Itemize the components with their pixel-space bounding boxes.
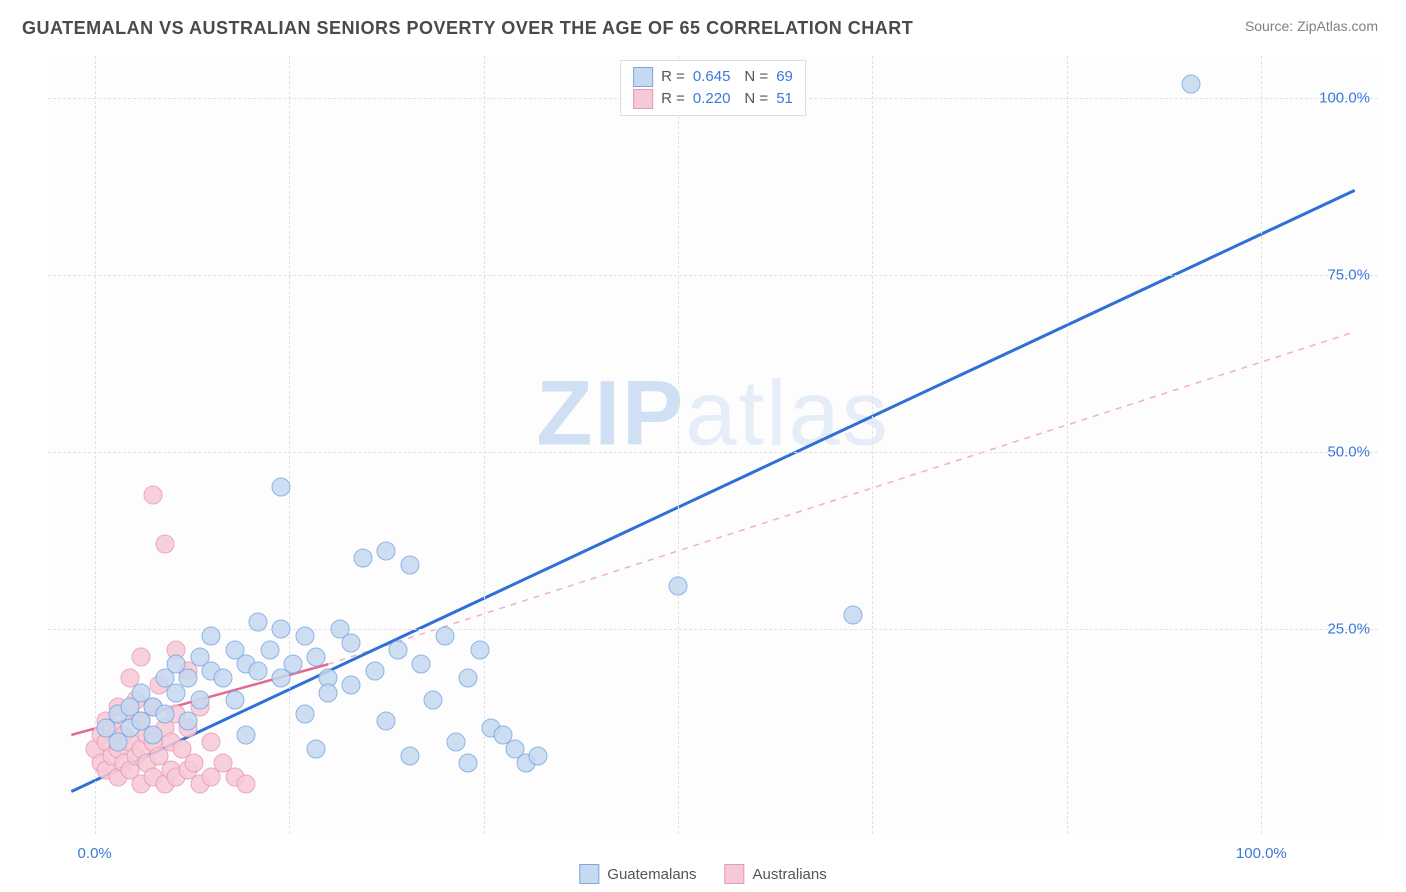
data-point [447, 733, 466, 752]
n-value: 51 [776, 88, 793, 110]
data-point [272, 619, 291, 638]
legend-swatch [633, 89, 653, 109]
r-value: 0.645 [693, 66, 731, 88]
data-point [184, 754, 203, 773]
y-tick-label: 25.0% [1327, 620, 1370, 637]
data-point [354, 549, 373, 568]
data-point [424, 690, 443, 709]
x-tick-label: 0.0% [78, 845, 112, 862]
data-point [1182, 75, 1201, 94]
n-label: N = [744, 88, 768, 110]
legend-swatch-guatemalans [579, 864, 599, 884]
data-point [225, 690, 244, 709]
scatter-plot-area: ZIPatlas 25.0%50.0%75.0%100.0%0.0%100.0%… [48, 56, 1378, 834]
data-point [412, 655, 431, 674]
data-point [144, 485, 163, 504]
r-label: R = [661, 88, 685, 110]
data-point [389, 641, 408, 660]
h-gridline [48, 629, 1378, 630]
data-point [202, 733, 221, 752]
data-point [377, 542, 396, 561]
data-point [470, 641, 489, 660]
v-gridline [872, 56, 873, 834]
h-gridline [48, 452, 1378, 453]
y-tick-label: 50.0% [1327, 444, 1370, 461]
trend-lines-svg [48, 56, 1378, 834]
legend-label-guatemalans: Guatemalans [607, 866, 696, 883]
legend-bottom: Guatemalans Australians [579, 864, 826, 884]
h-gridline [48, 275, 1378, 276]
data-point [190, 690, 209, 709]
legend-top: R = 0.645 N = 69 R = 0.220 N = 51 [620, 60, 806, 116]
data-point [342, 676, 361, 695]
data-point [669, 577, 688, 596]
data-point [844, 605, 863, 624]
data-point [400, 556, 419, 575]
data-point [144, 725, 163, 744]
legend-label-australians: Australians [753, 866, 827, 883]
n-value: 69 [776, 66, 793, 88]
data-point [179, 711, 198, 730]
legend-swatch [633, 67, 653, 87]
trend-line [328, 332, 1355, 664]
data-point [400, 747, 419, 766]
v-gridline [1067, 56, 1068, 834]
data-point [319, 683, 338, 702]
v-gridline [678, 56, 679, 834]
data-point [377, 711, 396, 730]
data-point [249, 612, 268, 631]
x-tick-label: 100.0% [1236, 845, 1287, 862]
legend-top-row: R = 0.220 N = 51 [633, 88, 793, 110]
data-point [179, 669, 198, 688]
data-point [435, 626, 454, 645]
legend-top-row: R = 0.645 N = 69 [633, 66, 793, 88]
data-point [132, 648, 151, 667]
n-label: N = [744, 66, 768, 88]
data-point [295, 626, 314, 645]
y-tick-label: 75.0% [1327, 267, 1370, 284]
source-attribution: Source: ZipAtlas.com [1245, 18, 1378, 34]
data-point [459, 669, 478, 688]
v-gridline [289, 56, 290, 834]
data-point [529, 747, 548, 766]
data-point [249, 662, 268, 681]
data-point [459, 754, 478, 773]
trend-line [71, 190, 1354, 791]
data-point [237, 775, 256, 794]
data-point [155, 535, 174, 554]
data-point [260, 641, 279, 660]
r-label: R = [661, 66, 685, 88]
data-point [365, 662, 384, 681]
legend-item-guatemalans: Guatemalans [579, 864, 696, 884]
data-point [342, 634, 361, 653]
v-gridline [95, 56, 96, 834]
data-point [284, 655, 303, 674]
r-value: 0.220 [693, 88, 731, 110]
v-gridline [1261, 56, 1262, 834]
v-gridline [484, 56, 485, 834]
legend-swatch-australians [725, 864, 745, 884]
data-point [237, 725, 256, 744]
chart-title: GUATEMALAN VS AUSTRALIAN SENIORS POVERTY… [22, 18, 913, 39]
data-point [155, 704, 174, 723]
data-point [272, 478, 291, 497]
legend-item-australians: Australians [725, 864, 827, 884]
data-point [307, 740, 326, 759]
y-tick-label: 100.0% [1319, 90, 1370, 107]
data-point [214, 669, 233, 688]
data-point [202, 626, 221, 645]
data-point [295, 704, 314, 723]
data-point [307, 648, 326, 667]
